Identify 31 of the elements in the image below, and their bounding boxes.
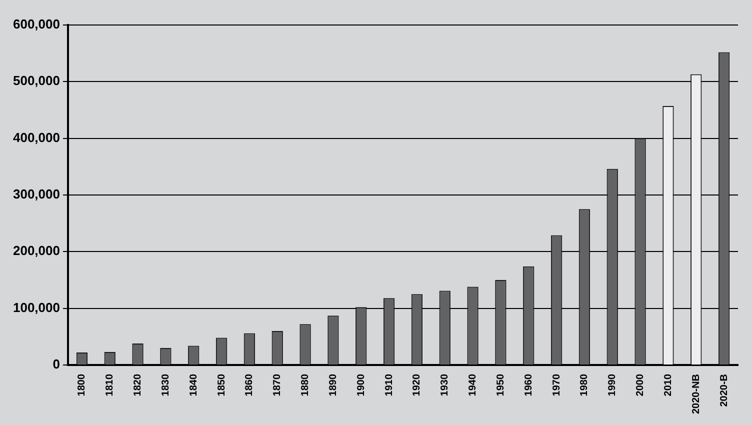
x-tick-label: 1990 <box>607 374 618 396</box>
x-tick-label: 1950 <box>495 374 506 396</box>
x-tick-label: 1930 <box>440 374 451 396</box>
x-tick-label: 1960 <box>523 374 534 396</box>
x-tick-label: 1980 <box>579 374 590 396</box>
x-tick-label: 1900 <box>356 374 367 396</box>
x-tick-label: 1920 <box>412 374 423 396</box>
y-tick-label: 500,000 <box>12 73 60 88</box>
x-tick-label: 1830 <box>160 374 172 396</box>
x-tick-label: 1850 <box>216 374 228 396</box>
y-tick-label: 300,000 <box>12 186 60 202</box>
y-tick-label: 100,000 <box>12 300 60 315</box>
x-tick-label: 1880 <box>300 374 312 396</box>
y-tick-label: 0 <box>52 356 60 372</box>
x-tick-label: 1860 <box>244 374 256 396</box>
x-tick-label: 2020-B <box>718 374 730 407</box>
x-tick-label: 1840 <box>188 374 200 396</box>
x-tick-label: 1820 <box>132 374 144 396</box>
x-tick-label: 1810 <box>104 374 116 396</box>
x-tick-label: 1870 <box>272 374 284 396</box>
x-tick-label: 2020-NB <box>690 374 702 414</box>
y-tick-label: 600,000 <box>12 16 60 32</box>
x-tick-label: 1970 <box>551 374 562 396</box>
y-tick-label: 200,000 <box>12 243 60 258</box>
x-tick-label: 1800 <box>76 374 88 396</box>
y-tick-label: 400,000 <box>12 130 60 145</box>
x-tick-label: 1940 <box>468 374 479 396</box>
x-tick-label: 1910 <box>384 374 395 396</box>
x-tick-label: 1890 <box>328 374 339 396</box>
x-tick-label: 2000 <box>635 374 646 396</box>
x-tick-label: 2010 <box>662 374 674 396</box>
